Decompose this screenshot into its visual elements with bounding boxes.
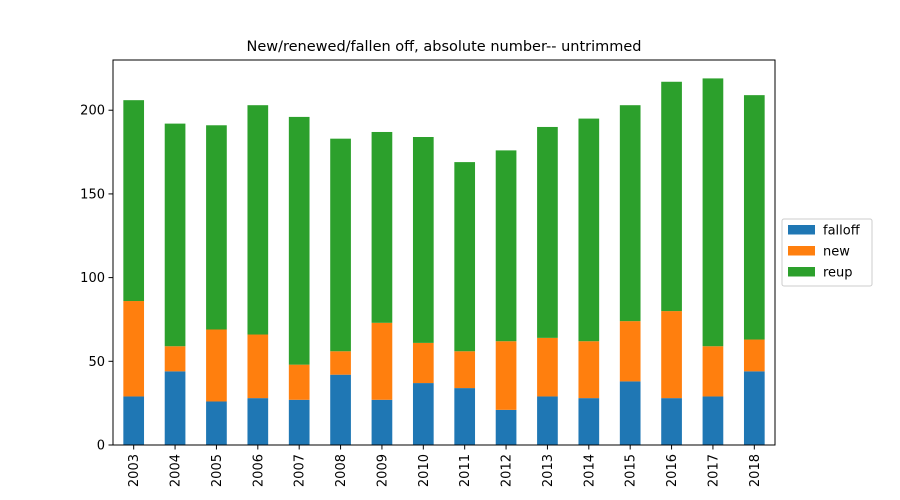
bar-falloff-2017	[702, 396, 724, 445]
bar-reup-2015	[619, 105, 641, 322]
bar-falloff-2005	[206, 401, 227, 445]
y-tick-label: 150	[80, 187, 105, 202]
x-tick-label: 2014	[582, 454, 597, 487]
x-tick-label: 2007	[293, 454, 308, 487]
bar-new-2009	[371, 322, 393, 400]
x-tick-label: 2017	[706, 454, 721, 487]
x-tick-label: 2015	[624, 454, 639, 487]
y-tick-label: 50	[88, 355, 105, 370]
x-tick-label: 2009	[375, 454, 390, 487]
bar-new-2013	[537, 337, 558, 397]
bar-new-2018	[743, 339, 765, 372]
x-tick-label: 2018	[748, 454, 763, 487]
bar-new-2011	[454, 351, 476, 389]
x-tick-label: 2010	[417, 454, 432, 487]
x-tick-label: 2006	[251, 454, 266, 487]
bar-new-2004	[164, 346, 186, 372]
legend-label-reup: reup	[823, 266, 853, 281]
bar-falloff-2006	[247, 398, 269, 445]
bar-reup-2013	[537, 126, 558, 338]
legend: falloff new reup	[781, 218, 873, 287]
x-tick-label: 2011	[458, 454, 473, 487]
legend-swatch-reup	[788, 267, 815, 277]
x-tick-label: 2016	[665, 454, 680, 487]
legend-label-falloff: falloff	[823, 224, 861, 239]
y-tick-label: 200	[80, 104, 105, 119]
bar-reup-2008	[330, 138, 351, 352]
bar-new-2006	[247, 334, 269, 399]
bar-reup-2010	[412, 137, 434, 343]
bar-reup-2007	[288, 116, 310, 365]
y-tick-label: 0	[97, 439, 105, 454]
x-tick-label: 2012	[500, 454, 515, 487]
legend-swatch-new	[788, 246, 815, 256]
bar-falloff-2012	[495, 409, 517, 445]
bar-falloff-2018	[743, 371, 765, 445]
bar-new-2012	[495, 341, 517, 410]
bar-reup-2003	[123, 100, 145, 302]
bar-reup-2018	[743, 95, 765, 340]
bar-falloff-2008	[330, 374, 351, 445]
y-axis: 0 50 100 150 200	[80, 104, 113, 454]
x-tick-label: 2003	[127, 454, 142, 487]
bar-reup-2011	[454, 162, 476, 352]
bar-reup-2014	[578, 118, 600, 342]
bar-falloff-2015	[619, 381, 641, 445]
bar-falloff-2009	[371, 399, 393, 445]
bar-falloff-2011	[454, 388, 476, 445]
bar-reup-2016	[661, 81, 682, 312]
legend-label-new: new	[823, 245, 850, 260]
bar-falloff-2003	[123, 396, 145, 445]
bar-new-2016	[661, 311, 682, 399]
chart-title: New/renewed/fallen off, absolute number-…	[246, 39, 641, 55]
bar-new-2008	[330, 351, 351, 375]
bar-reup-2012	[495, 150, 517, 342]
bar-new-2005	[206, 329, 227, 402]
bars-layer	[123, 78, 765, 445]
x-tick-label: 2004	[169, 454, 184, 487]
bar-falloff-2007	[288, 399, 310, 445]
bar-falloff-2004	[164, 371, 186, 445]
bar-falloff-2010	[412, 383, 434, 445]
bar-reup-2009	[371, 131, 393, 323]
bar-reup-2006	[247, 105, 269, 335]
legend-swatch-falloff	[788, 225, 815, 235]
plot-frame	[112, 59, 776, 446]
x-tick-label: 2013	[541, 454, 556, 487]
x-tick-label: 2005	[210, 454, 225, 487]
bar-new-2003	[123, 301, 145, 397]
y-tick-label: 100	[80, 271, 105, 286]
bar-new-2015	[619, 321, 641, 382]
bar-falloff-2013	[537, 396, 558, 445]
bar-new-2017	[702, 346, 724, 397]
bar-falloff-2014	[578, 398, 600, 445]
bar-reup-2005	[206, 125, 227, 330]
bar-reup-2004	[164, 123, 186, 347]
bar-reup-2017	[702, 78, 724, 347]
bar-new-2010	[412, 342, 434, 384]
x-tick-label: 2008	[334, 454, 349, 487]
bar-new-2007	[288, 364, 310, 400]
bar-new-2014	[578, 341, 600, 399]
x-axis: 2003 2004 2005 2006 2007 2008 2009 2010 2011 2012…	[127, 445, 763, 487]
bar-falloff-2016	[661, 398, 682, 445]
